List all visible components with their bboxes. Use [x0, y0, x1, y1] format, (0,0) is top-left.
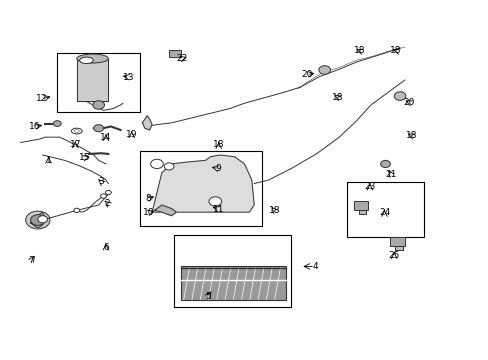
Text: 19: 19	[126, 130, 137, 139]
Circle shape	[26, 211, 50, 229]
Text: 11: 11	[213, 205, 224, 214]
Ellipse shape	[77, 54, 108, 63]
Circle shape	[101, 194, 106, 198]
Text: 7: 7	[29, 256, 34, 265]
Circle shape	[150, 159, 163, 168]
Text: 9: 9	[214, 164, 220, 173]
Polygon shape	[30, 212, 45, 228]
Circle shape	[105, 190, 111, 195]
Text: 21: 21	[385, 170, 396, 179]
Circle shape	[93, 101, 104, 109]
Bar	[358, 210, 366, 214]
Bar	[57, 53, 140, 112]
Text: 16: 16	[29, 122, 40, 131]
Circle shape	[94, 125, 103, 132]
Ellipse shape	[74, 130, 79, 132]
Polygon shape	[154, 205, 176, 216]
Text: 8: 8	[145, 194, 151, 203]
Bar	[140, 152, 261, 226]
Circle shape	[53, 121, 61, 126]
Text: 2: 2	[104, 199, 110, 208]
Text: 17: 17	[69, 140, 81, 149]
Polygon shape	[142, 116, 152, 130]
Circle shape	[393, 92, 405, 100]
Text: 4: 4	[311, 262, 317, 271]
Text: 18: 18	[389, 46, 401, 55]
Text: 10: 10	[142, 208, 154, 217]
Polygon shape	[77, 59, 108, 102]
Text: 18: 18	[213, 140, 224, 149]
Bar	[174, 235, 290, 307]
Circle shape	[164, 163, 174, 170]
Text: 5: 5	[205, 292, 210, 301]
Circle shape	[318, 66, 330, 74]
Text: 6: 6	[103, 243, 108, 252]
Bar	[169, 50, 181, 57]
Bar	[181, 266, 285, 300]
Text: 18: 18	[353, 46, 365, 55]
Text: 1: 1	[45, 156, 51, 165]
Bar	[353, 202, 368, 210]
Text: 20: 20	[301, 70, 312, 79]
Ellipse shape	[71, 128, 82, 134]
Bar	[346, 182, 424, 237]
Text: 3: 3	[98, 177, 104, 186]
Polygon shape	[152, 155, 254, 212]
Ellipse shape	[80, 57, 93, 64]
Text: 15: 15	[79, 153, 91, 162]
Text: 14: 14	[100, 133, 111, 142]
Circle shape	[30, 215, 45, 225]
Text: 23: 23	[364, 182, 375, 191]
Text: 20: 20	[402, 98, 414, 107]
Circle shape	[380, 160, 389, 167]
Text: 24: 24	[378, 208, 389, 217]
Text: 13: 13	[123, 73, 134, 82]
Bar	[389, 237, 404, 246]
Bar	[394, 246, 402, 249]
Text: 25: 25	[388, 251, 399, 260]
Bar	[181, 266, 285, 300]
Text: 18: 18	[405, 131, 416, 140]
Circle shape	[74, 208, 80, 212]
Text: 18: 18	[331, 93, 343, 102]
Circle shape	[38, 216, 47, 223]
Text: 22: 22	[176, 54, 187, 63]
Text: 18: 18	[268, 206, 280, 215]
Text: 12: 12	[36, 94, 47, 103]
Circle shape	[208, 197, 221, 206]
